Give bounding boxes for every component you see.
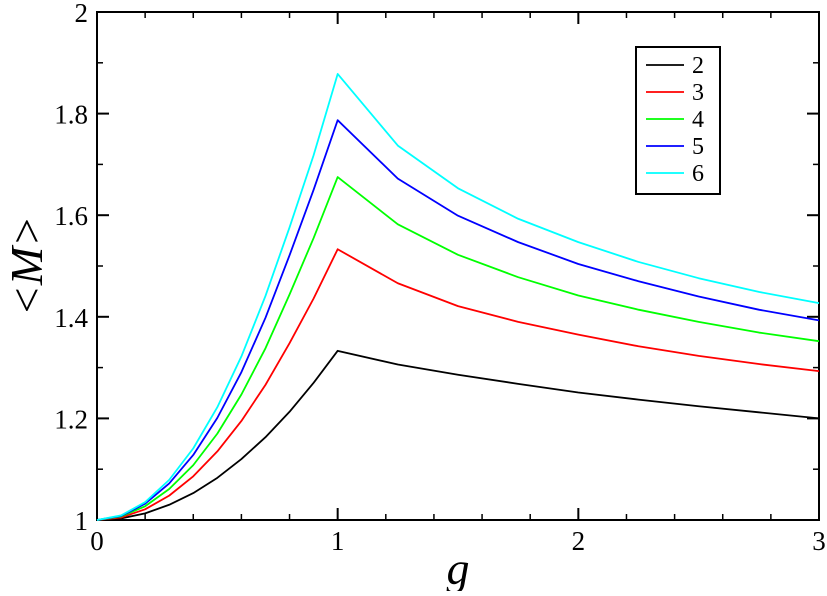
x-tick-label: 1 xyxy=(331,526,345,556)
series-line-2 xyxy=(96,349,820,521)
y-tick-label: 1.2 xyxy=(54,404,88,434)
y-tick-label: 2 xyxy=(75,0,89,28)
y-tick-label: 1.4 xyxy=(54,303,88,333)
series-line-5 xyxy=(96,119,820,521)
y-tick-label: 1 xyxy=(75,506,89,536)
x-tick-label: 3 xyxy=(812,526,826,556)
y-axis-title: <M> xyxy=(1,216,52,316)
x-axis-title: g xyxy=(447,543,470,591)
series-line-4 xyxy=(96,176,820,521)
y-tick-label: 1.8 xyxy=(54,100,88,130)
legend-label-2: 2 xyxy=(692,53,704,79)
legend-label-3: 3 xyxy=(692,80,704,106)
legend-label-4: 4 xyxy=(692,107,704,133)
legend-box xyxy=(635,46,721,195)
legend-label-6: 6 xyxy=(692,161,704,187)
x-tick-label: 0 xyxy=(90,526,104,556)
y-tick-label: 1.6 xyxy=(54,201,88,231)
legend-label-5: 5 xyxy=(692,134,704,160)
x-tick-label: 2 xyxy=(572,526,586,556)
series-line-6 xyxy=(96,73,820,521)
series-line-3 xyxy=(96,248,820,521)
